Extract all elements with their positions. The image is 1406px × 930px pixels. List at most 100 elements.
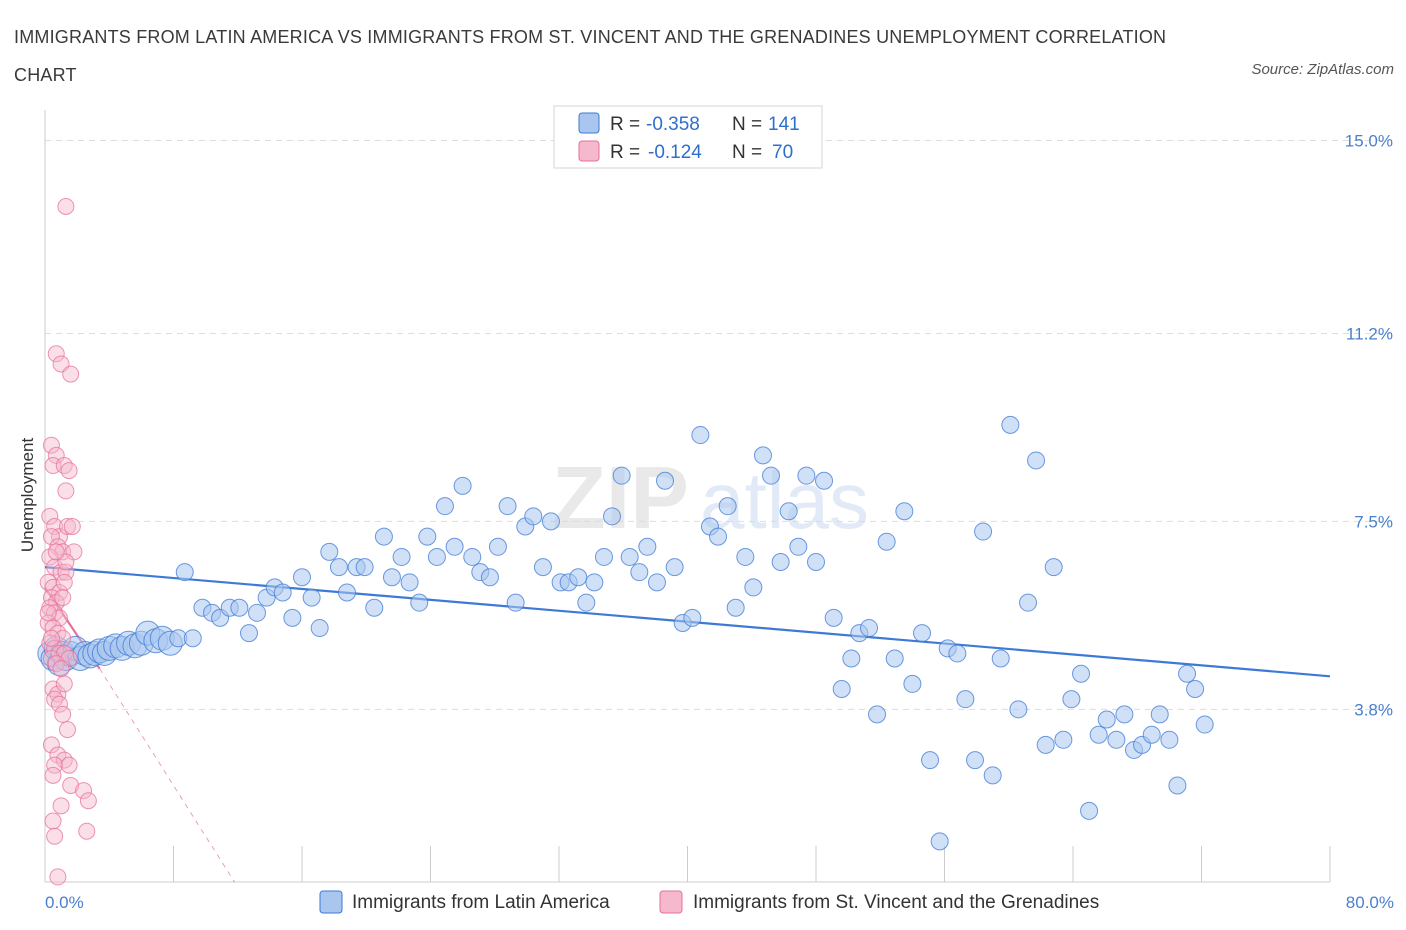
point-latin-america-33 <box>248 603 267 622</box>
point-latin-america-100 <box>842 649 861 668</box>
bottom-legend: Immigrants from Latin America Immigrants… <box>319 890 1099 914</box>
point-st-vincent-54 <box>60 756 78 774</box>
point-latin-america-129 <box>1097 710 1116 729</box>
point-latin-america-115 <box>974 522 993 541</box>
point-latin-america-54 <box>435 497 454 516</box>
point-latin-america-52 <box>418 527 437 546</box>
point-latin-america-106 <box>895 502 914 521</box>
x-tick-max: 80.0% <box>1346 893 1394 912</box>
point-st-vincent-62 <box>46 827 64 845</box>
point-latin-america-48 <box>382 568 401 587</box>
point-latin-america-59 <box>480 568 499 587</box>
y-tick-label-2: 11.2% <box>1346 324 1393 343</box>
point-st-vincent-55 <box>44 766 62 784</box>
point-st-vincent-9 <box>57 482 75 500</box>
point-st-vincent-50 <box>42 736 60 754</box>
point-latin-america-107 <box>903 674 922 693</box>
legend-r-value-2: -0.124 <box>648 142 702 163</box>
point-st-vincent-47 <box>50 695 68 713</box>
point-latin-america-139 <box>1186 680 1205 698</box>
point-st-vincent-49 <box>58 721 76 739</box>
legend-swatch-blue <box>578 112 600 134</box>
point-latin-america-49 <box>392 547 411 566</box>
point-st-vincent-15 <box>42 528 60 546</box>
point-latin-america-127 <box>1080 801 1099 820</box>
point-st-vincent-32 <box>50 609 68 627</box>
point-latin-america-120 <box>1019 593 1038 612</box>
point-st-vincent-10 <box>41 507 59 525</box>
point-st-vincent-68 <box>47 543 65 561</box>
point-latin-america-77 <box>638 537 657 556</box>
point-latin-america-90 <box>753 446 772 465</box>
point-latin-america-128 <box>1089 725 1108 744</box>
point-latin-america-122 <box>1036 735 1055 754</box>
point-latin-america-131 <box>1115 705 1134 724</box>
point-latin-america-62 <box>506 593 525 612</box>
point-latin-america-71 <box>585 573 604 592</box>
point-latin-america-95 <box>797 466 816 485</box>
point-latin-america-32 <box>239 624 258 643</box>
point-st-vincent-8 <box>60 462 78 480</box>
y-axis-label: Unemployment <box>18 438 37 553</box>
point-latin-america-140 <box>1195 715 1214 734</box>
point-latin-america-55 <box>445 537 464 556</box>
legend-n-value-2: 70 <box>772 142 793 163</box>
point-latin-america-70 <box>577 593 596 612</box>
point-latin-america-105 <box>885 649 904 668</box>
point-latin-america-136 <box>1160 730 1179 749</box>
point-latin-america-125 <box>1062 690 1081 709</box>
point-latin-america-109 <box>921 751 940 770</box>
point-latin-america-119 <box>1009 700 1028 719</box>
legend-n-label-2: N = <box>732 142 762 163</box>
point-latin-america-43 <box>337 583 356 602</box>
point-latin-america-130 <box>1107 730 1126 749</box>
point-latin-america-93 <box>779 502 798 521</box>
point-latin-america-89 <box>744 578 763 597</box>
legend-r-label-2: R = <box>610 142 640 163</box>
point-latin-america-66 <box>541 512 560 531</box>
point-latin-america-56 <box>453 476 472 495</box>
point-latin-america-85 <box>709 527 728 546</box>
point-latin-america-91 <box>762 466 781 485</box>
trend-line-st-vincent-extension <box>99 668 235 883</box>
point-latin-america-110 <box>930 832 949 851</box>
point-st-vincent-26 <box>55 573 73 591</box>
point-latin-america-96 <box>807 553 825 572</box>
point-latin-america-64 <box>524 507 543 526</box>
point-st-vincent-43 <box>47 655 65 673</box>
point-latin-america-137 <box>1168 776 1187 795</box>
point-latin-america-46 <box>365 598 384 617</box>
point-latin-america-103 <box>868 705 887 724</box>
legend-swatch-pink <box>578 140 600 162</box>
point-latin-america-94 <box>789 537 808 556</box>
point-latin-america-69 <box>569 568 588 587</box>
y-tick-label-1: 7.5% <box>1354 512 1393 531</box>
point-latin-america-116 <box>983 766 1002 785</box>
point-st-vincent-56 <box>62 777 80 794</box>
point-latin-america-50 <box>400 573 419 592</box>
point-st-vincent-31 <box>46 604 64 622</box>
axes <box>44 110 1331 883</box>
point-latin-america-102 <box>860 619 879 638</box>
point-latin-america-42 <box>329 558 348 577</box>
point-st-vincent-14 <box>63 517 81 535</box>
point-st-vincent-38 <box>46 639 64 657</box>
point-latin-america-72 <box>594 547 613 566</box>
point-latin-america-78 <box>647 573 666 592</box>
legend-r-label-1: R = <box>610 114 640 135</box>
x-tick-min: 0.0% <box>45 893 84 912</box>
point-latin-america-45 <box>355 558 374 577</box>
point-latin-america-65 <box>533 558 552 577</box>
legend-r-value-1: -0.358 <box>646 114 700 135</box>
point-latin-america-37 <box>283 608 302 627</box>
point-latin-america-134 <box>1142 725 1161 744</box>
y-tick-label-3: 15.0% <box>1345 131 1393 150</box>
bottom-legend-label-pink: Immigrants from St. Vincent and the Gren… <box>693 892 1099 913</box>
point-st-vincent-59 <box>52 797 70 815</box>
point-latin-america-38 <box>293 568 311 587</box>
point-latin-america-113 <box>956 690 975 709</box>
point-latin-america-112 <box>948 644 967 663</box>
point-st-vincent-65 <box>39 604 57 622</box>
point-latin-america-108 <box>913 624 932 643</box>
point-latin-america-82 <box>683 608 702 627</box>
